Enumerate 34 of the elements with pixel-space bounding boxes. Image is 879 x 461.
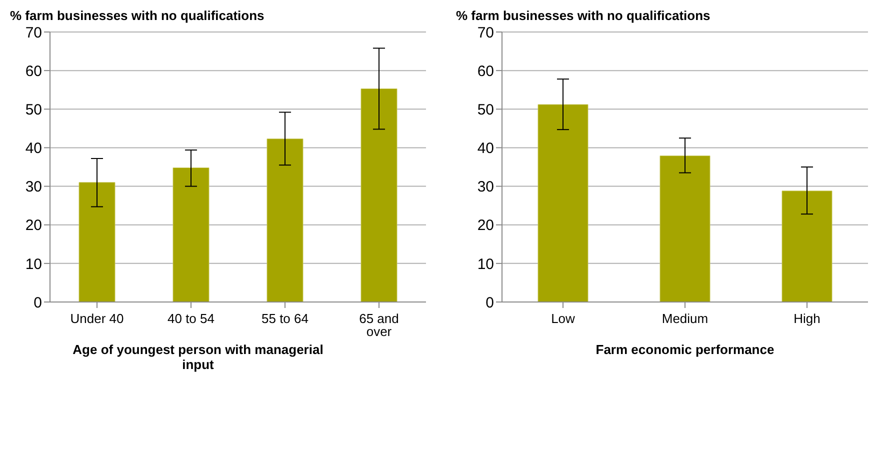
bar	[266, 138, 304, 302]
y-tick-label: 20	[25, 217, 42, 234]
x-axis-title: Age of youngest person with managerial input	[72, 342, 324, 372]
x-tick-label: 40 to 54	[168, 311, 214, 326]
y-tick-label: 50	[477, 101, 494, 118]
bar	[538, 104, 588, 302]
y-tick-label: 60	[477, 62, 494, 80]
y-tick-label: 70	[25, 24, 42, 42]
x-tick-label: High	[794, 311, 820, 326]
y-tick-label: 10	[477, 256, 494, 273]
y-tick-label: 30	[477, 178, 494, 196]
x-tick-label: Medium	[662, 311, 708, 326]
y-tick-label: 50	[25, 101, 42, 118]
y-tick-label: 20	[477, 217, 494, 234]
bar	[78, 182, 116, 302]
bar	[360, 88, 398, 302]
bar	[660, 156, 710, 302]
y-tick-label: 40	[477, 140, 494, 158]
y-tick-label: 30	[25, 178, 42, 196]
y-tick-label: 10	[25, 256, 42, 273]
x-tick-label: 65 and over	[359, 311, 399, 340]
x-tick-label: Low	[551, 311, 576, 326]
x-tick-label: Under 40	[70, 311, 124, 326]
y-tick-label: 70	[477, 24, 494, 42]
x-axis-title: Farm economic performance	[594, 342, 776, 357]
y-axis-title: % farm businesses with no qualifications	[455, 8, 712, 24]
y-tick-label: 40	[25, 140, 42, 158]
y-axis-title: % farm businesses with no qualifications	[9, 8, 266, 24]
bar	[172, 168, 210, 302]
x-tick-label: 55 to 64	[262, 311, 308, 326]
y-tick-label: 0	[486, 294, 494, 312]
y-tick-label: 0	[34, 294, 42, 312]
y-tick-label: 60	[25, 62, 42, 80]
bar	[782, 190, 832, 302]
